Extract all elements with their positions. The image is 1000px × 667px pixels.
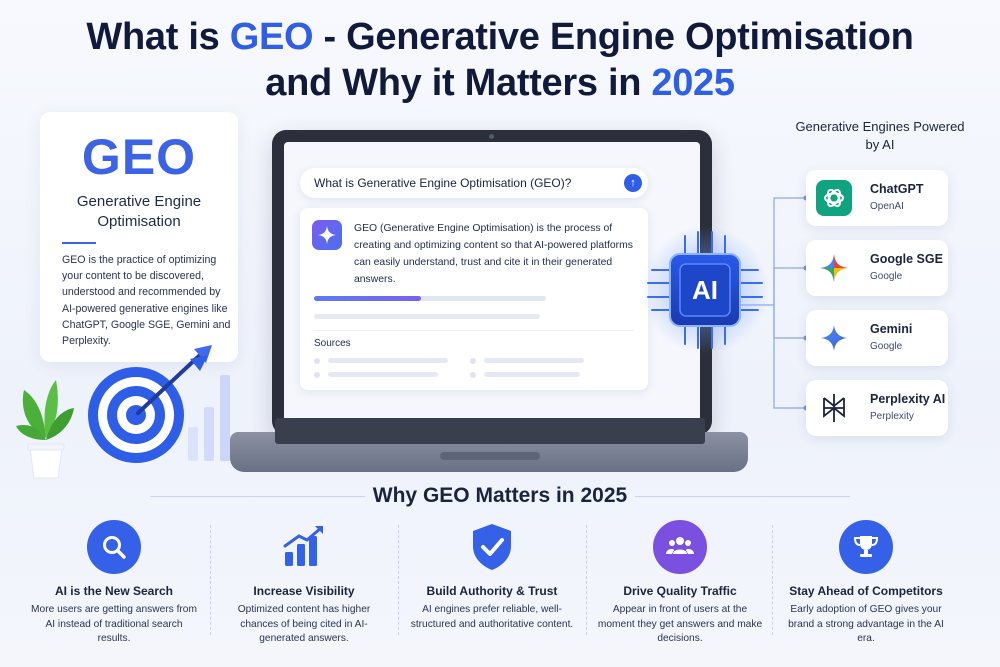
title-year: 2025 xyxy=(651,62,735,104)
engine-provider: Google xyxy=(870,341,903,352)
page-title: What is GEO - Generative Engine Optimisa… xyxy=(0,14,1000,106)
answer-text: GEO (Generative Engine Optimisation) is … xyxy=(354,223,633,285)
engine-name: ChatGPT xyxy=(870,182,924,196)
source-line xyxy=(328,358,448,363)
why-rule-right xyxy=(635,496,850,497)
geo-divider xyxy=(62,242,96,244)
feature-ai-new-search: AI is the New Search More users are gett… xyxy=(24,520,204,647)
query-input[interactable]: What is Generative Engine Optimisation (… xyxy=(300,168,648,198)
separator xyxy=(398,525,399,635)
feature-title: Build Authority & Trust xyxy=(426,584,558,598)
geo-definition-card: GEO Generative Engine Optimisation GEO i… xyxy=(40,112,238,362)
feature-desc: Early adoption of GEO gives your brand a… xyxy=(788,604,944,645)
target-icon xyxy=(88,345,230,463)
shield-check-icon xyxy=(465,520,519,574)
feature-increase-visibility: Increase Visibility Optimized content ha… xyxy=(214,520,394,647)
trophy-icon xyxy=(839,520,893,574)
feature-desc: AI engines prefer reliable, well-structu… xyxy=(410,604,574,630)
title-prefix: What is xyxy=(86,16,230,58)
feature-desc: More users are getting answers from AI i… xyxy=(31,604,197,645)
connector-lines xyxy=(740,195,809,411)
title-line2: and Why it Matters in xyxy=(265,62,652,104)
sources-label: Sources xyxy=(314,338,351,349)
geo-description: GEO is the practice of optimizing your c… xyxy=(62,254,231,348)
title-accent: GEO xyxy=(229,16,314,58)
send-arrow-icon[interactable]: ↑ xyxy=(624,174,642,192)
search-icon xyxy=(87,520,141,574)
chat-interface: What is Generative Engine Optimisation (… xyxy=(284,142,700,423)
chatgpt-icon xyxy=(816,180,852,216)
progress-bar xyxy=(314,296,546,301)
feature-desc: Optimized content has higher chances of … xyxy=(237,604,371,645)
geo-subtitle: Generative Engine Optimisation xyxy=(76,193,202,230)
laptop-screen: What is Generative Engine Optimisation (… xyxy=(272,130,712,435)
answer-card: GEO (Generative Engine Optimisation) is … xyxy=(300,208,648,390)
why-rule-left xyxy=(150,496,365,497)
laptop-touchpad xyxy=(440,452,540,460)
geo-heading: GEO xyxy=(81,129,197,185)
source-dot xyxy=(470,372,476,378)
users-icon xyxy=(653,520,707,574)
feature-drive-traffic: Drive Quality Traffic Appear in front of… xyxy=(590,520,770,647)
engine-card-google-sge[interactable]: Google SGE Google xyxy=(806,240,948,296)
source-dot xyxy=(314,358,320,364)
engine-card-chatgpt[interactable]: ChatGPT OpenAI xyxy=(806,170,948,226)
feature-stay-ahead: Stay Ahead of Competitors Early adoption… xyxy=(776,520,956,647)
divider xyxy=(314,330,634,331)
source-line xyxy=(328,372,438,377)
feature-build-authority: Build Authority & Trust AI engines prefe… xyxy=(402,520,582,632)
source-dot xyxy=(314,372,320,378)
engine-name: Google SGE xyxy=(870,252,943,266)
feature-title: Stay Ahead of Competitors xyxy=(789,584,943,598)
engine-name: Perplexity AI xyxy=(870,392,946,406)
engine-provider: OpenAI xyxy=(870,201,904,212)
ai-chip-icon: AI xyxy=(641,226,769,354)
feature-title: Drive Quality Traffic xyxy=(623,584,737,598)
plant-icon xyxy=(16,380,74,479)
engine-provider: Google xyxy=(870,271,903,282)
source-line xyxy=(484,358,584,363)
google-sge-icon xyxy=(820,254,848,282)
source-line xyxy=(484,372,580,377)
perplexity-icon xyxy=(823,394,845,422)
why-title: Why GEO Matters in 2025 xyxy=(372,484,628,507)
sparkle-icon xyxy=(312,220,342,250)
separator xyxy=(772,525,773,635)
source-dot xyxy=(470,358,476,364)
gemini-icon xyxy=(821,325,847,351)
title-rest: - Generative Engine Optimisation xyxy=(313,16,914,58)
webcam xyxy=(489,134,494,139)
laptop-keyboard xyxy=(275,418,705,444)
query-text: What is Generative Engine Optimisation (… xyxy=(314,176,572,190)
progress-fill xyxy=(314,296,421,301)
separator xyxy=(586,525,587,635)
feature-title: Increase Visibility xyxy=(253,584,355,598)
feature-title: AI is the New Search xyxy=(54,584,174,598)
engine-card-perplexity[interactable]: Perplexity AI Perplexity xyxy=(806,380,948,436)
engines-title: Generative Engines Powered by AI xyxy=(795,119,965,152)
engine-provider: Perplexity xyxy=(870,411,914,422)
placeholder-line xyxy=(314,314,540,319)
separator xyxy=(210,525,211,635)
chip-label: AI xyxy=(692,275,718,305)
feature-desc: Appear in front of users at the moment t… xyxy=(597,604,763,645)
bar-chart-icon xyxy=(277,520,331,574)
engine-name: Gemini xyxy=(870,322,913,336)
engine-card-gemini[interactable]: Gemini Google xyxy=(806,310,948,366)
